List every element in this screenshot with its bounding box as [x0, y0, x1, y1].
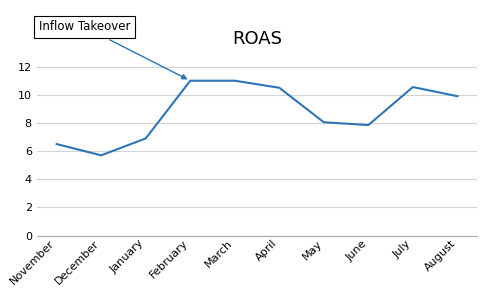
Title: ROAS: ROAS	[232, 30, 282, 48]
Text: Inflow Takeover: Inflow Takeover	[39, 20, 186, 79]
